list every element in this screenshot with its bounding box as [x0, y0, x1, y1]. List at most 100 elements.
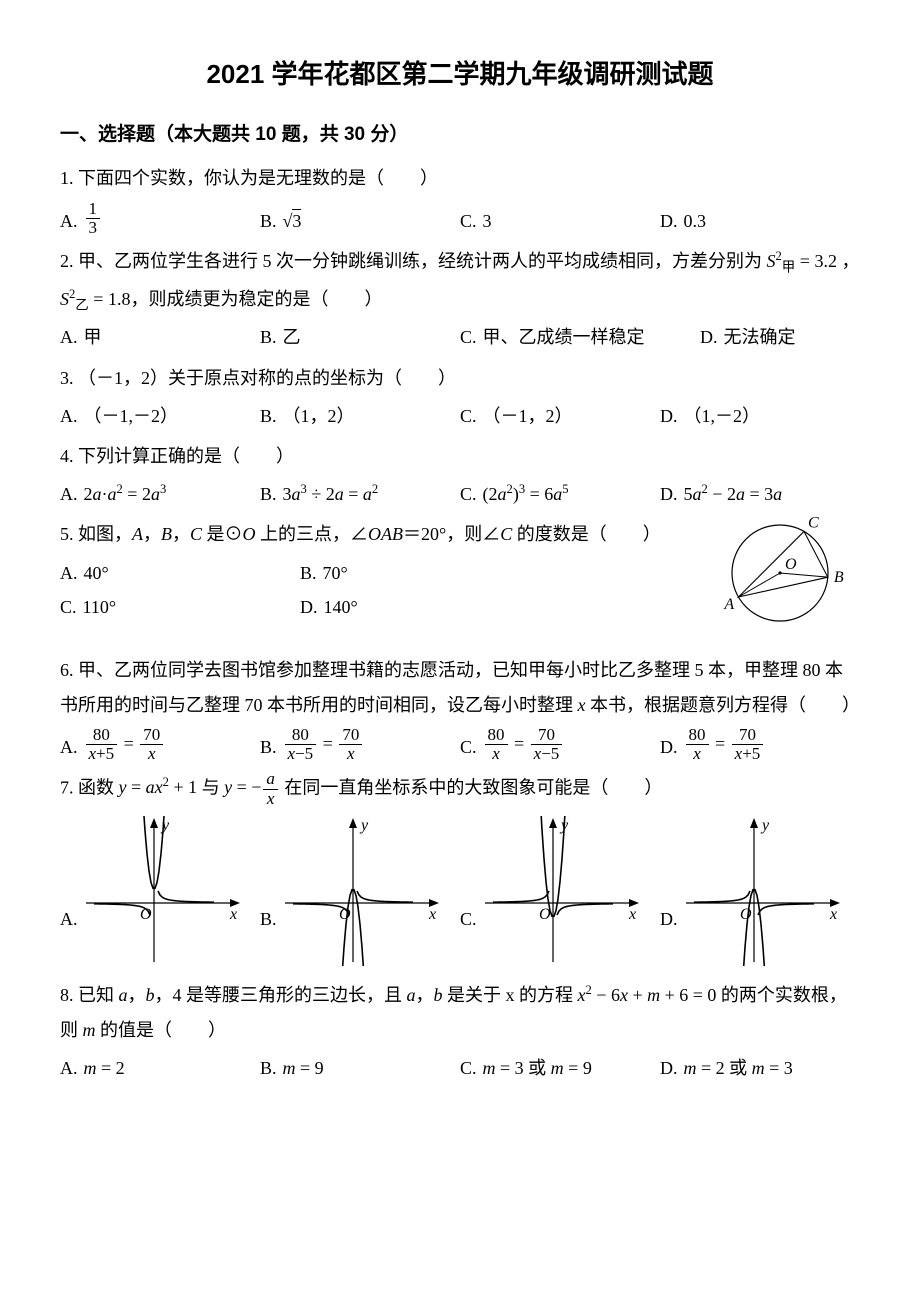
question-6: 6. 甲、乙两位同学去图书馆参加整理书籍的志愿活动，已知甲每小时比乙多整理 5 …: [60, 653, 860, 764]
q6-C-val: 80x = 70x−5: [483, 726, 565, 764]
q8-m: m: [83, 1020, 96, 1040]
opt-label: C.: [460, 320, 477, 354]
exam-title: 2021 学年花都区第二学期九年级调研测试题: [60, 50, 860, 99]
q5-end: ）: [643, 524, 661, 544]
q2-option-D: D.无法确定: [700, 320, 860, 354]
q5-c2: ，: [172, 524, 190, 544]
q6-stem: 6. 甲、乙两位同学去图书馆参加整理书籍的志愿活动，已知甲每小时比乙多整理 5 …: [60, 653, 860, 721]
opt-label: D.: [660, 902, 678, 936]
q5-eq20: ＝20°，则∠: [403, 524, 500, 544]
q2-D-val: 无法确定: [724, 320, 796, 354]
q1-stem-text: 1. 下面四个实数，你认为是无理数的是（: [60, 168, 384, 188]
q3-option-D: D.（1,－2）: [660, 399, 860, 433]
q4-stem-end: ）: [276, 446, 294, 466]
q4-option-A: A.2a·a2 = 2a3: [60, 477, 260, 511]
opt-label: B.: [260, 730, 277, 764]
opt-label: A.: [60, 320, 78, 354]
question-1: 1. 下面四个实数，你认为是无理数的是（） A.13 B.√3 C.3 D.0.…: [60, 161, 860, 238]
q8-B-val: m = 9: [283, 1051, 324, 1085]
q1-D-val: 0.3: [684, 204, 707, 238]
q8-b: ，4 是等腰三角形的三边长，且: [155, 985, 407, 1005]
q5-O: O: [243, 524, 256, 544]
q8-e: 的值是（: [96, 1020, 173, 1040]
q6-options: A.80x+5 = 70x B.80x−5 = 70x C.80x = 70x−…: [60, 726, 860, 764]
opt-label: D.: [700, 320, 718, 354]
q5-B: B: [161, 524, 172, 544]
q7-stem: 7. 函数 y = ax2 + 1 与 y = −ax 在同一直角坐标系中的大致…: [60, 770, 860, 808]
opt-label: A.: [60, 730, 78, 764]
q6-D-val: 80x = 70x+5: [684, 726, 766, 764]
q1-stem: 1. 下面四个实数，你认为是无理数的是（）: [60, 161, 860, 195]
opt-label: A.: [60, 477, 78, 511]
opt-label: C.: [460, 902, 477, 936]
opt-label: C.: [460, 1051, 477, 1085]
q5-option-C: C.110°: [60, 590, 300, 624]
opt-label: D.: [300, 590, 318, 624]
q5-b: 是⊙: [202, 524, 243, 544]
q8-var-b: b: [146, 985, 155, 1005]
q6-option-C: C.80x = 70x−5: [460, 726, 660, 764]
q4-stem: 4. 下列计算正确的是（）: [60, 439, 860, 473]
q5-a: 5. 如图，: [60, 524, 132, 544]
q3-C-val: （－1，2）: [483, 399, 573, 433]
q2-comma: ，: [837, 251, 860, 271]
q8-c: 是关于 x 的方程: [443, 985, 578, 1005]
opt-label: D.: [660, 399, 678, 433]
q8-A-val: m = 2: [84, 1051, 125, 1085]
q5-B-val: 70°: [323, 556, 348, 590]
q1-option-B: B.√3: [260, 200, 460, 238]
q5-c1: ，: [143, 524, 161, 544]
q8-option-A: A.m = 2: [60, 1051, 260, 1085]
opt-label: C.: [460, 399, 477, 433]
q3-stem-end: ）: [438, 368, 456, 388]
q7-b: 在同一直角坐标系中的大致图象可能是（: [280, 777, 609, 797]
svg-text:B: B: [834, 570, 844, 587]
q8-a: 8. 已知: [60, 985, 119, 1005]
q2-option-A: A.甲: [60, 320, 260, 354]
q8-option-C: C.m = 3 或 m = 9: [460, 1051, 660, 1085]
question-3: 3. （－1，2）关于原点对称的点的坐标为（） A.（－1,－2） B.（1，2…: [60, 361, 860, 433]
opt-label: A.: [60, 1051, 78, 1085]
question-8: 8. 已知 a，b，4 是等腰三角形的三边长，且 a，b 是关于 x 的方程 x…: [60, 978, 860, 1085]
q1-A-val: 13: [84, 200, 103, 238]
question-5: OABC 5. 如图，A，B，C 是⊙O 上的三点，∠OAB＝20°，则∠C 的…: [60, 517, 860, 647]
opt-label: C.: [60, 590, 77, 624]
q7-eq2: y = −ax: [224, 777, 280, 797]
opt-label: A.: [60, 902, 78, 936]
svg-text:x: x: [428, 906, 436, 923]
q5-option-B: B.70°: [300, 556, 540, 590]
q5-option-D: D.140°: [300, 590, 540, 624]
svg-text:C: C: [808, 517, 819, 531]
svg-text:O: O: [740, 906, 752, 923]
section-1-header: 一、选择题（本大题共 10 题，共 30 分）: [60, 117, 860, 153]
opt-label: B.: [260, 1051, 277, 1085]
q7-option-B: B.xyO: [260, 816, 460, 966]
opt-label: D.: [660, 1051, 678, 1085]
q5-D-val: 140°: [324, 590, 358, 624]
circle-triangle-diagram: OABC: [720, 517, 860, 647]
q2-options: A.甲 B.乙 C.甲、乙成绩一样稳定 D.无法确定: [60, 320, 860, 354]
question-4: 4. 下列计算正确的是（） A.2a·a2 = 2a3 B.3a3 ÷ 2a =…: [60, 439, 860, 511]
q8-option-D: D.m = 2 或 m = 3: [660, 1051, 860, 1085]
graph-A: xyO: [82, 816, 242, 966]
q5-c: 上的三点，∠: [256, 524, 369, 544]
q7-option-A: A.xyO: [60, 816, 260, 966]
q7-a: 7. 函数: [60, 777, 119, 797]
q7-eq1: y = ax2 + 1: [119, 777, 198, 797]
q4-option-C: C.(2a2)3 = 6a5: [460, 477, 660, 511]
q4-option-B: B.3a3 ÷ 2a = a2: [260, 477, 460, 511]
q1-B-val: √3: [283, 204, 302, 238]
q8-stem: 8. 已知 a，b，4 是等腰三角形的三边长，且 a，b 是关于 x 的方程 x…: [60, 978, 860, 1046]
q3-options: A.（－1,－2） B.（1，2） C.（－1，2） D.（1,－2）: [60, 399, 860, 433]
q3-option-B: B.（1，2）: [260, 399, 460, 433]
q7-option-D: D.xyO: [660, 816, 860, 966]
q1-options: A.13 B.√3 C.3 D.0.3: [60, 200, 860, 238]
q2-stem: 2. 甲、乙两位学生各进行 5 次一分钟跳绳训练，经统计两人的平均成绩相同，方差…: [60, 244, 860, 278]
q5-Cang: C: [500, 524, 512, 544]
q4-C-val: (2a2)3 = 6a5: [483, 477, 569, 511]
q8-c2: ，: [416, 985, 434, 1005]
q4-D-val: 5a2 − 2a = 3a: [684, 477, 783, 511]
q7-graphs: A.xyO B.xyO C. xyO D.xyO: [60, 816, 860, 966]
q2-option-B: B.乙: [260, 320, 460, 354]
q1-C-val: 3: [483, 204, 492, 238]
